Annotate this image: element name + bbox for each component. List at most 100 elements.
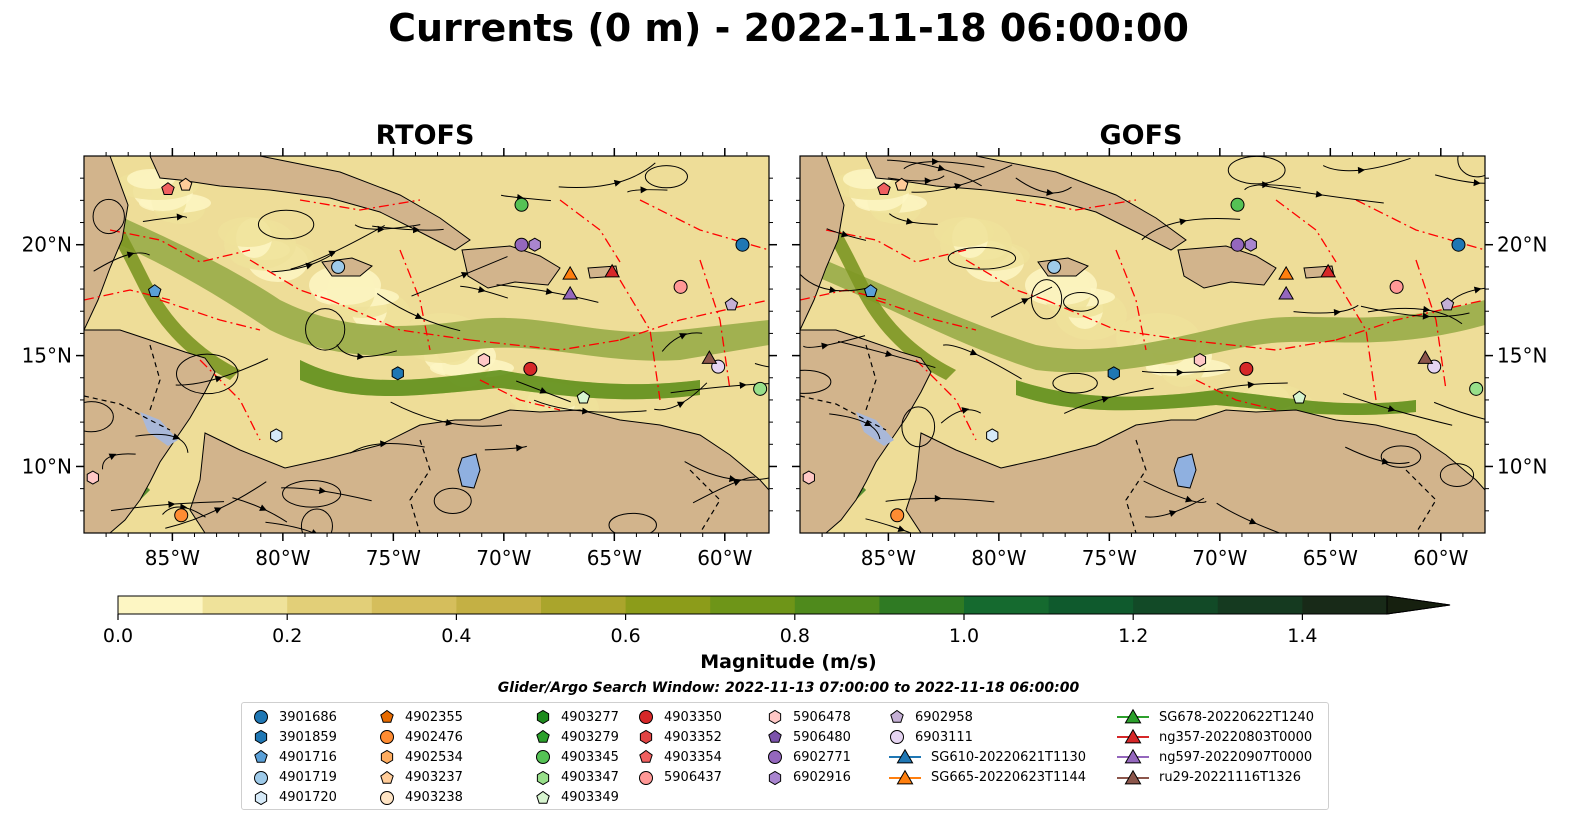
legend-item: 4901716 [252,747,337,767]
land-mass [800,156,1485,533]
legend-pentagon-icon [536,730,550,744]
legend-marker-icon [639,750,653,764]
platform-marker-ng597-20220907T0000 [1278,285,1295,300]
colorbar-tick-label: 0.2 [272,625,302,647]
platform-marker-ng357-20220803T0000 [1320,263,1337,278]
colorbar-segment [964,596,1050,614]
legend-column: 3901686 3901859 4901716 4901719 4901720 [252,707,337,808]
legend-item: ng357-20220803T0000 [1116,727,1314,747]
rtofs-panel-title: RTOFS [375,120,475,151]
legend-hexagon-icon [254,730,268,745]
lon-tick-label: 65°W [1303,546,1358,570]
legend-label: 6902916 [793,770,851,786]
platform-marker-SG665-20220623T1144 [562,265,579,280]
legend-item: ru29-20221116T1326 [1116,768,1314,788]
platform-marker-6902916 [1244,237,1257,252]
legend-item: 4903349 [534,788,619,808]
platform-marker-4901716 [863,284,878,298]
legend-marker-icon [1117,769,1149,785]
platform-marker-4903350 [1239,361,1254,376]
colorbar-tick-label: 0.8 [780,625,810,647]
platform-marker-5906480 [802,470,815,485]
legend-label: 6903111 [915,729,973,745]
platform-marker-SG665-20220623T1144 [1278,265,1295,280]
legend-item: 4903354 [637,747,722,767]
rtofs-map: 85°W 80°W 75°W 70°W 65°W 60°W 20°N 15°N 10°N [22,148,777,570]
legend-label: SG610-20220621T1130 [931,749,1087,765]
colorbar-tick-label: 0.6 [610,625,640,647]
lat-tick-label: 15°N [1497,344,1547,368]
legend-marker-icon [254,790,268,805]
legend-item: 6902958 [888,707,1086,727]
lon-tick-label: 75°W [366,546,421,570]
platform-marker-4903349 [576,390,591,404]
lat-tick-label: 10°N [22,454,72,478]
legend-circle-icon [380,790,394,805]
gofs-map: 85°W 80°W 75°W 70°W 65°W 60°W 20°N 15°N 10°N [792,148,1547,570]
legend-item: 4902476 [378,727,463,747]
legend-triangle-icon [896,769,914,785]
lon-tick-label: 85°W [145,546,200,570]
legend-column: SG678-20220622T1240 ng357-20220803T0000 ng… [1116,707,1314,788]
legend-label: SG678-20220622T1240 [1159,709,1315,725]
legend-marker-icon [380,750,394,765]
legend-circle-icon [380,730,394,745]
colorbar-segment [710,596,796,614]
legend-label: 4902355 [405,709,463,725]
legend-item: 6902771 [766,747,851,767]
lat-tick-label: 20°N [22,233,72,257]
legend-marker-icon [380,790,394,805]
legend-pentagon-icon [254,750,268,764]
legend-item: 4902534 [378,747,463,767]
colorbar-segment [371,596,457,614]
legend-triangle-icon [1124,749,1142,764]
legend-item: 6903111 [888,727,1086,747]
platform-marker-6902916 [528,237,541,252]
legend-marker-icon [380,730,394,745]
legend-label: 4903345 [561,749,619,765]
legend-column: 6902958 6903111 SG610-20220621T1130 SG665-2… [888,707,1086,788]
legend-label: 4903237 [405,770,463,786]
legend-label: 6902958 [915,709,973,725]
platform-marker-5906478 [477,352,491,368]
platform-marker-ng597-20220907T0000 [562,285,579,300]
legend-triangle-icon [1124,729,1142,744]
legend-triangle-icon [896,749,914,764]
legend-circle-icon [639,770,653,785]
legend-label: 4902476 [405,729,463,745]
legend-marker-icon [639,710,653,725]
legend-triangle-icon [1124,769,1142,785]
legend-pentagon-icon [639,750,653,764]
legend-pentagon-icon [768,730,782,744]
legend-label: 4903350 [664,709,722,725]
colorbar-segment [625,596,711,614]
legend-label: 4901716 [279,749,337,765]
legend-label: ng357-20220803T0000 [1159,729,1313,745]
legend-label: 4903238 [405,790,463,806]
platform-marker-3901686 [1451,237,1466,252]
colorbar-segment [456,596,542,614]
legend-marker-icon [639,730,653,745]
legend-item: 4901719 [252,768,337,788]
legend-item: 4903352 [637,727,722,747]
platform-marker-5906480 [86,470,99,485]
legend-label: 4903277 [561,709,619,725]
legend-label: 4902534 [405,749,463,765]
platform-marker-3901859 [1107,366,1120,381]
legend-item: 4901720 [252,788,337,808]
platform-marker-4901716 [147,284,162,298]
legend-pentagon-icon [380,709,394,723]
legend-marker-icon [536,750,550,765]
colorbar-segment [1217,596,1303,614]
legend-item: 4903277 [534,707,619,727]
platform-marker-4901720 [270,428,283,443]
platform-marker-6902771 [514,237,529,252]
colorbar-segment [879,596,965,614]
legend-marker-icon [639,770,653,785]
legend-item: 4903347 [534,768,619,788]
legend-marker-icon [380,770,394,784]
legend-triangle-icon [1124,708,1142,724]
platform-marker-4903350 [523,361,538,376]
platform-marker-4903354 [877,182,891,196]
